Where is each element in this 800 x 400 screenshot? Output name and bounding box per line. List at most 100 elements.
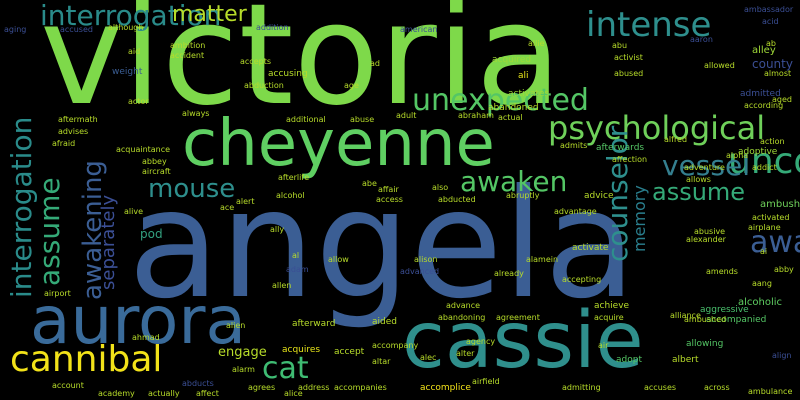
word-advance: advance: [446, 301, 481, 310]
word-allen: allen: [272, 281, 292, 290]
word-aircraft: aircraft: [142, 167, 171, 176]
word-address: address: [298, 383, 330, 392]
word-alliance: alliance: [670, 311, 701, 320]
word-pod: vessel: [662, 149, 750, 182]
word-vessel: mouse: [148, 174, 236, 204]
word-aid: aid: [128, 47, 141, 56]
word-ace: ace: [220, 203, 235, 212]
word-ambassador: ambassador: [744, 5, 794, 14]
word-acquire: acquire: [594, 313, 624, 322]
word-according: according: [744, 101, 784, 110]
word-alexander: alexander: [686, 235, 726, 244]
word-affection: affection: [612, 155, 648, 164]
word-ai: ai: [760, 247, 768, 256]
word-angela: angela: [128, 158, 637, 332]
word-gu: awakening: [750, 225, 800, 260]
word-accepting: accepting: [562, 275, 602, 284]
word-achieve: achieve: [594, 301, 630, 311]
word-allows: allows: [686, 175, 711, 184]
word-ambushed: ambushed: [684, 315, 727, 324]
word-interrogation-main: interrogation: [5, 116, 38, 298]
word-albert: albert: [672, 355, 699, 365]
word-assume-final: assume: [33, 177, 66, 286]
word-abe: abe: [362, 179, 377, 188]
word-abuse: abuse: [350, 115, 375, 124]
word-ambush: ambush: [760, 199, 800, 210]
word-aggressive: accompanied: [706, 315, 767, 325]
word-account: account: [52, 381, 84, 390]
word-accused: accused: [60, 25, 93, 34]
word-academy: academy: [98, 389, 135, 398]
word-accident: accident: [170, 51, 205, 60]
word-american: american: [400, 25, 438, 34]
word-advantage: advantage: [554, 207, 597, 216]
word-actor: actor: [128, 97, 149, 106]
word-altar: altar: [372, 357, 391, 366]
word-awaken: cat: [262, 351, 309, 386]
word-abby: abby: [774, 265, 794, 274]
word-addition: addition: [256, 23, 289, 32]
word-adoptive: adoptive: [738, 147, 778, 157]
word-abusive: abusive: [694, 227, 726, 236]
word-alter: alter: [456, 349, 475, 358]
word-aaron: aaron: [690, 35, 713, 44]
word-accomplice: accomplice: [420, 383, 471, 393]
word-abduction: abduction: [244, 81, 284, 90]
word-admitted: admitted: [740, 89, 781, 99]
word-abused: abused: [614, 69, 644, 78]
word-cheyenne: cheyenne: [182, 107, 495, 181]
word-alive: alive: [124, 207, 144, 216]
word-accompany: accompany: [372, 341, 419, 350]
word-alcohol: alcohol: [276, 191, 305, 200]
word-cassie: cassie: [402, 296, 644, 386]
word-acquires: acquires: [282, 345, 321, 355]
word-alfred: alfred: [664, 135, 688, 144]
word-activates: activates: [508, 89, 550, 99]
word-aurora: aurora: [30, 282, 246, 359]
word-allie: allie: [528, 39, 545, 48]
word-separately: separately: [98, 194, 119, 290]
word-accepted: weight: [112, 67, 143, 77]
word-allowing: allowing: [686, 339, 724, 349]
word-air: air: [598, 341, 609, 350]
word-action: action: [760, 137, 785, 146]
word-airfield: airfield: [472, 377, 500, 386]
word-ambition: ambition: [170, 41, 206, 50]
word-accuses: accuses: [644, 383, 677, 392]
word-alison: alison: [414, 255, 438, 264]
word-almost: almost: [764, 69, 792, 78]
word-alamein: alamein: [526, 255, 559, 264]
word-counselor: assume: [652, 178, 746, 206]
word-affect: affect: [196, 389, 219, 398]
word-accidentally: aggressive: [700, 305, 749, 315]
word-adult: adult: [396, 111, 417, 120]
word-age: age: [344, 81, 359, 90]
word-victoria: victoria: [40, 0, 562, 137]
word-abandoned: abandoned: [488, 103, 539, 113]
word-cannibal: cannibal: [10, 339, 163, 380]
word-al: al: [292, 251, 300, 260]
word-alarm: alarm: [232, 365, 255, 374]
word-aftermath: aftermath: [58, 115, 98, 124]
word-abducted: abducted: [438, 195, 476, 204]
word-alice: alice: [284, 389, 303, 398]
word-cat: uncover: [728, 141, 800, 182]
word-also: also: [432, 183, 449, 192]
word-accept: accept: [334, 347, 365, 357]
word-adopt: adopt: [616, 355, 642, 365]
word-alert: alert: [236, 197, 255, 206]
word-mouse: awaken: [460, 165, 568, 198]
word-ambulance: ambulance: [748, 387, 793, 396]
word-afraid: afraid: [52, 139, 76, 148]
word-activist: activist: [614, 53, 643, 62]
word-align: align: [772, 351, 792, 360]
word-adam: adam: [286, 265, 309, 274]
word-activate: activate: [572, 243, 609, 253]
word-advice: advice: [584, 191, 614, 201]
word-county: pod: [140, 227, 163, 241]
word-afterlife: afterlife: [278, 173, 310, 182]
word-aged: aged: [772, 95, 792, 104]
word-airport: airport: [44, 289, 71, 298]
word-matter: interrogation: [40, 0, 222, 32]
word-ad: ad: [370, 59, 380, 68]
